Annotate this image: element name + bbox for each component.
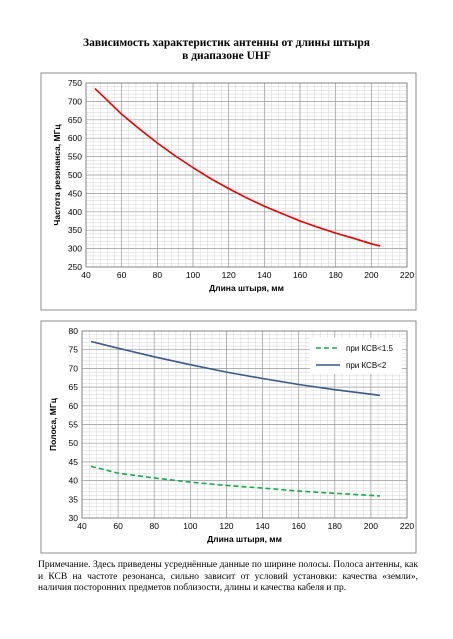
title-line-1: Зависимость характеристик антенны от дли… [83,37,370,49]
chart-2-x-tick-label: 120 [219,521,233,531]
chart-2-series-line-1 [90,465,380,497]
chart-1-y-tick-label: 750 [68,78,82,88]
chart-1-y-tick-label: 700 [68,96,82,106]
chart-2-y-tick-label: 60 [69,401,79,411]
chart-2-legend-label-2: при КСВ<2 [346,361,387,370]
chart-2-y-tick-label: 80 [69,326,79,336]
chart-2-bandwidth: 40 60 80 100 120 140 160 180 200 220 30 35 40 45 50 55 6… [48,326,414,544]
chart-2-x-tick-label: 160 [292,521,306,531]
chart-2-y-tick-label: 65 [69,382,79,392]
chart-2-y-tick-label: 45 [69,457,79,467]
chart-1-y-tick-label: 650 [68,115,82,125]
chart-2-x-tick-label: 220 [400,521,414,531]
chart-1-y-tick-label: 350 [68,225,82,235]
chart-1-resonance-frequency: 40 60 80 100 120 140 160 180 200 220 250 300 350 400 4… [52,78,414,293]
chart-1-x-tick-label: 180 [329,270,343,280]
chart-1-y-tick-label: 300 [68,244,82,254]
chart-2-y-axis-title: Полоса, МГц [48,397,58,451]
chart-2-x-tick-label: 100 [183,521,197,531]
chart-1-y-tick-label: 250 [68,262,82,272]
chart-2-y-tick-label: 40 [69,476,79,486]
chart-2-y-tick-label: 70 [69,363,79,373]
chart-1-y-tick-label: 600 [68,133,82,143]
chart-1-x-tick-label: 220 [400,270,414,280]
chart-1-x-tick-label: 120 [222,270,236,280]
chart-2-x-tick-label: 80 [149,521,159,531]
chart-2-legend-box [310,338,402,374]
chart-1-x-tick-label: 140 [257,270,271,280]
chart-2-x-tick-label: 140 [255,521,269,531]
chart-2-x-axis-title: Длина штыря, мм [207,534,282,544]
chart-2-x-tick-label: 200 [364,521,378,531]
chart-1-x-tick-label: 160 [293,270,307,280]
chart-1-x-tick-label: 100 [186,270,200,280]
chart-2-y-tick-label: 30 [69,513,79,523]
chart-2-legend-label-1: при КСВ<1.5 [346,344,394,353]
chart-1-x-tick-label: 60 [117,270,127,280]
chart-1-series-line-1 [94,87,381,247]
chart-2-y-tick-label: 50 [69,438,79,448]
chart-1-y-tick-label: 500 [68,170,82,180]
chart-2-x-tick-label: 180 [328,521,342,531]
chart-2-y-tick-label: 75 [69,345,79,355]
chart-1-y-tick-label: 400 [68,207,82,217]
footnote: Примечание. Здесь приведены усреднённые … [38,560,418,593]
chart-1-y-axis-title: Частота резонанса, МГц [52,124,62,226]
chart-2-y-tick-label: 35 [69,494,79,504]
chart-1-y-tick-label: 450 [68,188,82,198]
chart-2-x-tick-label: 40 [77,521,87,531]
chart-1-y-tick-label: 550 [68,152,82,162]
chart-2-series-line-2 [90,340,381,397]
chart-1-x-axis-title: Длина штыря, мм [209,283,284,293]
chart-1-x-tick-label: 40 [81,270,91,280]
chart-2-plot-area [81,330,408,519]
chart-1-x-tick-label: 200 [364,270,378,280]
chart-1-x-tick-label: 80 [153,270,163,280]
title-line-2: в диапазоне UHF [182,50,271,62]
chart-2-x-tick-label: 60 [113,521,123,531]
chart-2-y-tick-label: 55 [69,420,79,430]
chart-1-plot-area [85,82,408,268]
page-title: Зависимость характеристик антенны от дли… [0,37,453,63]
